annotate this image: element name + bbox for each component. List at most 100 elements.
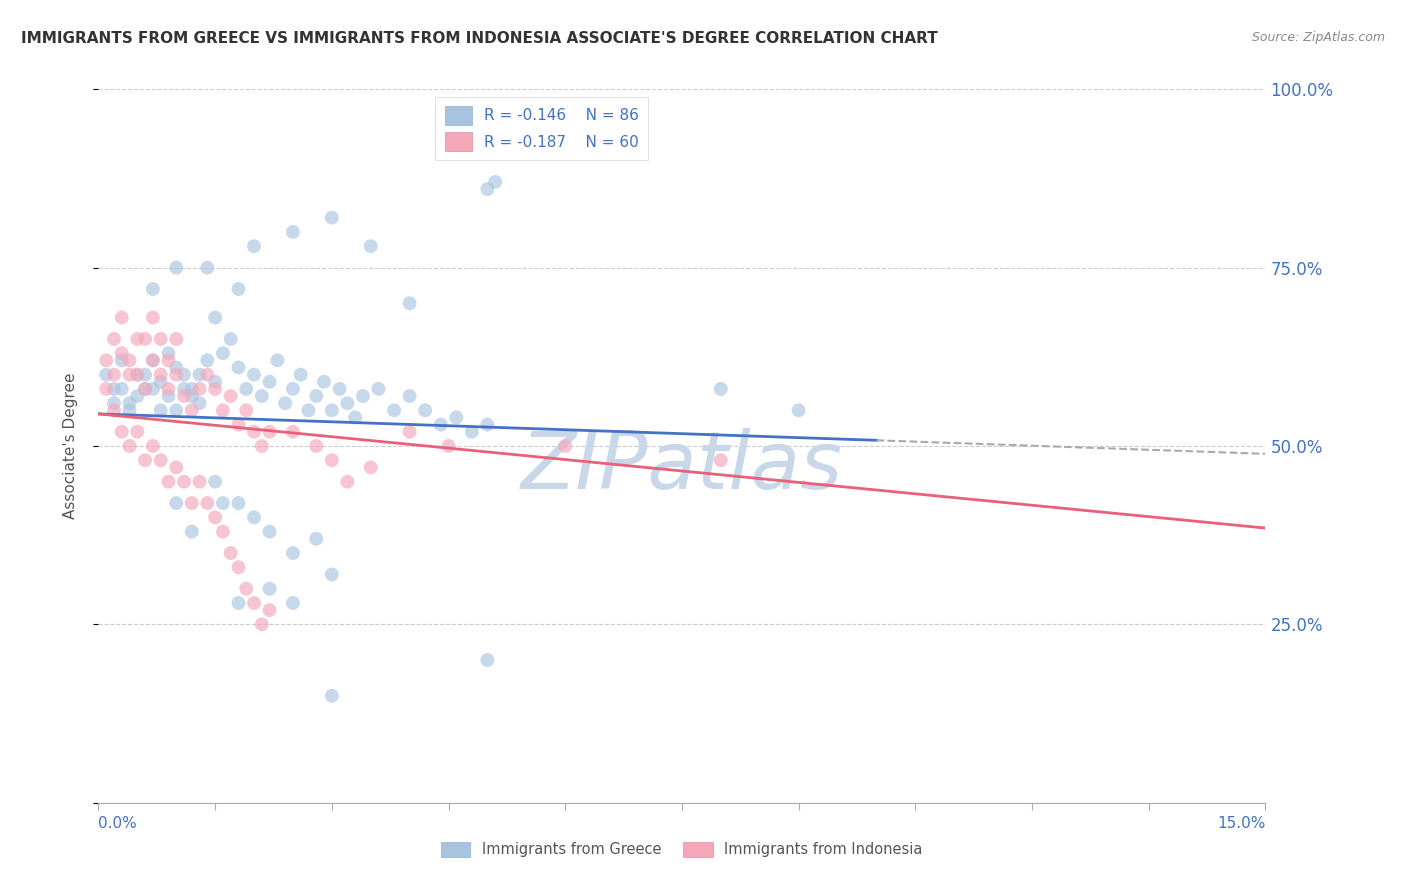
Point xyxy=(554,439,576,453)
Point xyxy=(243,239,266,253)
Point xyxy=(111,382,134,396)
Point xyxy=(157,346,180,360)
Point xyxy=(165,360,187,375)
Point xyxy=(228,282,250,296)
Point xyxy=(165,368,187,382)
Point xyxy=(180,496,202,510)
Point xyxy=(710,382,733,396)
Point xyxy=(219,332,242,346)
Point xyxy=(157,353,180,368)
Point xyxy=(165,260,187,275)
Point xyxy=(228,360,250,375)
Point xyxy=(321,567,343,582)
Point xyxy=(142,439,165,453)
Point xyxy=(344,410,367,425)
Point xyxy=(305,439,328,453)
Point xyxy=(165,332,187,346)
Point xyxy=(250,389,273,403)
Point xyxy=(103,368,125,382)
Point xyxy=(204,475,226,489)
Point xyxy=(228,496,250,510)
Point xyxy=(281,382,304,396)
Point xyxy=(165,460,187,475)
Point xyxy=(305,389,328,403)
Point xyxy=(398,296,420,310)
Point xyxy=(157,389,180,403)
Point xyxy=(787,403,810,417)
Point xyxy=(127,368,149,382)
Point xyxy=(710,453,733,467)
Point xyxy=(281,425,304,439)
Point xyxy=(149,403,172,417)
Point xyxy=(111,310,134,325)
Point xyxy=(142,353,165,368)
Point xyxy=(134,382,156,396)
Point xyxy=(149,368,172,382)
Point xyxy=(259,375,281,389)
Point xyxy=(127,389,149,403)
Point xyxy=(382,403,405,417)
Point xyxy=(103,403,125,417)
Point xyxy=(204,510,226,524)
Point xyxy=(321,453,343,467)
Point xyxy=(204,382,226,396)
Point xyxy=(321,689,343,703)
Point xyxy=(103,332,125,346)
Point xyxy=(180,382,202,396)
Point xyxy=(204,310,226,325)
Point xyxy=(281,225,304,239)
Point xyxy=(437,439,460,453)
Point xyxy=(228,417,250,432)
Point xyxy=(336,475,359,489)
Point xyxy=(188,368,211,382)
Point xyxy=(243,596,266,610)
Point xyxy=(274,396,297,410)
Point xyxy=(173,368,195,382)
Point xyxy=(188,396,211,410)
Point xyxy=(329,382,352,396)
Point xyxy=(180,403,202,417)
Point xyxy=(142,353,165,368)
Point xyxy=(149,332,172,346)
Point xyxy=(235,403,257,417)
Point xyxy=(180,389,202,403)
Point xyxy=(96,382,118,396)
Point xyxy=(103,396,125,410)
Text: ZIPatlas: ZIPatlas xyxy=(520,428,844,507)
Point xyxy=(477,182,499,196)
Point xyxy=(180,524,202,539)
Point xyxy=(195,353,218,368)
Point xyxy=(398,389,420,403)
Point xyxy=(352,389,374,403)
Text: 0.0%: 0.0% xyxy=(98,816,138,831)
Point xyxy=(188,475,211,489)
Point xyxy=(165,496,187,510)
Point xyxy=(259,582,281,596)
Point xyxy=(118,396,141,410)
Point xyxy=(111,346,134,360)
Point xyxy=(446,410,468,425)
Text: 15.0%: 15.0% xyxy=(1218,816,1265,831)
Point xyxy=(157,475,180,489)
Point xyxy=(259,524,281,539)
Point xyxy=(195,496,218,510)
Point xyxy=(96,368,118,382)
Point xyxy=(195,260,218,275)
Point xyxy=(103,382,125,396)
Point xyxy=(118,403,141,417)
Point xyxy=(134,382,156,396)
Point xyxy=(477,653,499,667)
Point xyxy=(243,510,266,524)
Point xyxy=(336,396,359,410)
Point xyxy=(118,353,141,368)
Point xyxy=(127,425,149,439)
Point xyxy=(398,425,420,439)
Point xyxy=(134,332,156,346)
Legend: Immigrants from Greece, Immigrants from Indonesia: Immigrants from Greece, Immigrants from … xyxy=(436,836,928,863)
Point xyxy=(250,439,273,453)
Point xyxy=(134,453,156,467)
Point xyxy=(281,596,304,610)
Point xyxy=(484,175,506,189)
Point xyxy=(149,453,172,467)
Point xyxy=(228,596,250,610)
